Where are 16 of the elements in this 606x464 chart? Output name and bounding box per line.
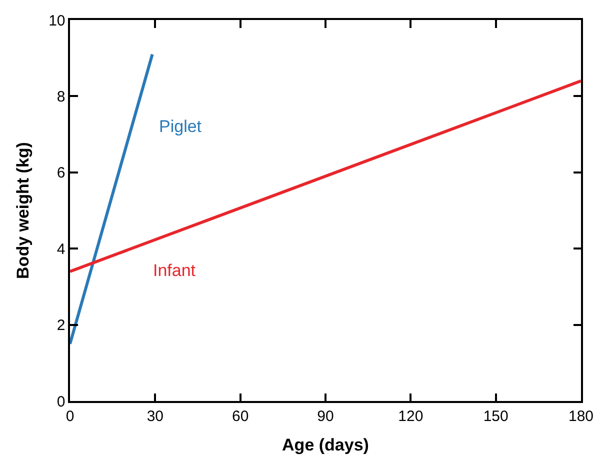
x-tick-label: 90 bbox=[317, 408, 334, 425]
x-tick-label: 180 bbox=[568, 408, 594, 425]
x-tick-label: 60 bbox=[232, 408, 249, 425]
x-tick-label: 30 bbox=[146, 408, 164, 425]
series-label: Infant bbox=[153, 261, 196, 280]
y-tick-label: 2 bbox=[56, 317, 66, 334]
x-axis-title: Age (days) bbox=[282, 436, 369, 455]
y-tick-label: 4 bbox=[56, 240, 66, 258]
series-label: Piglet bbox=[159, 117, 202, 136]
x-tick-label: 150 bbox=[483, 408, 508, 425]
y-axis-title: Body weight (kg) bbox=[14, 142, 33, 279]
y-tick-label: 10 bbox=[48, 12, 66, 30]
y-tick-label: 0 bbox=[56, 393, 66, 410]
y-tick-label: 8 bbox=[56, 88, 66, 106]
y-tick-label: 6 bbox=[56, 164, 66, 182]
x-tick-label: 120 bbox=[398, 408, 424, 425]
